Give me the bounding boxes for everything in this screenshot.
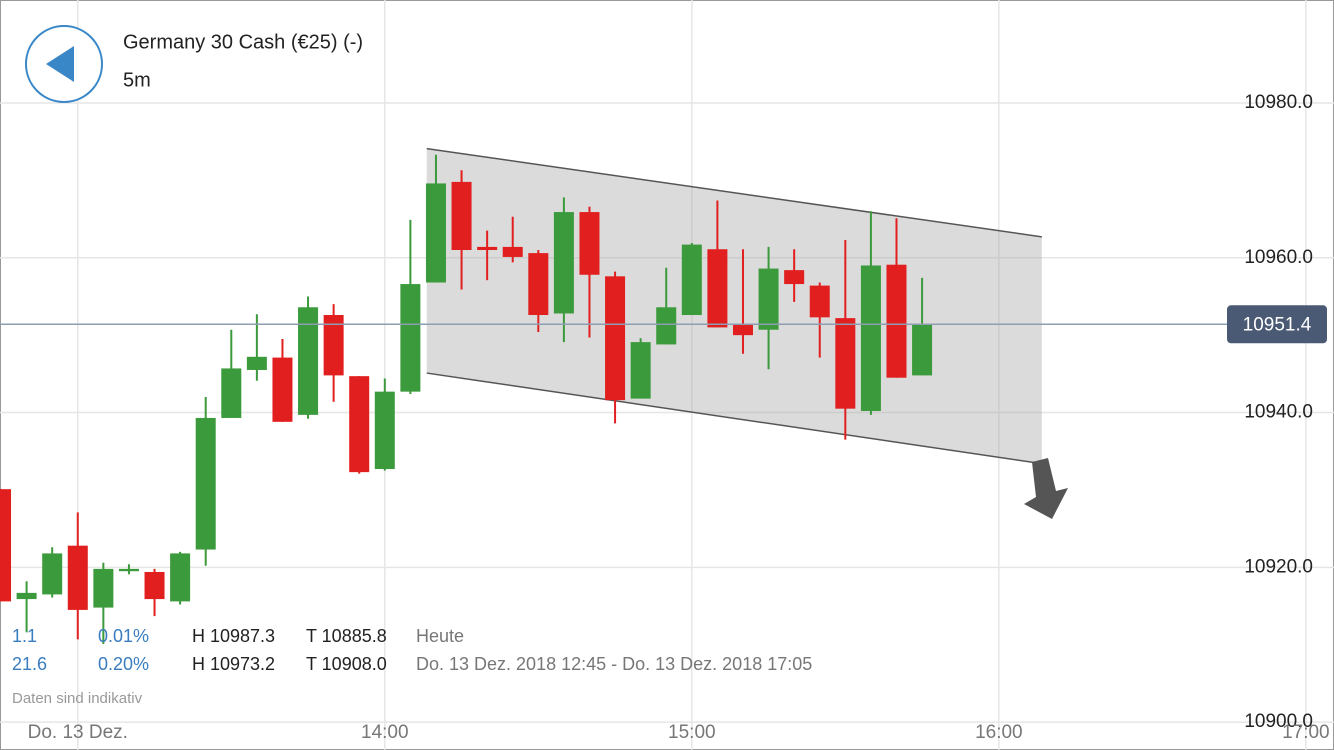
y-tick-label: 10960.0	[1244, 247, 1313, 268]
candle-body	[374, 391, 395, 470]
y-tick-label: 10920.0	[1244, 556, 1313, 577]
stat-text: T 10885.8	[306, 626, 387, 646]
candle-body	[425, 183, 446, 283]
candle-body	[528, 253, 549, 316]
candle-body	[93, 568, 114, 608]
stat-text: 21.6	[12, 654, 47, 674]
back-icon	[46, 46, 74, 82]
last-price-badge	[1227, 305, 1327, 344]
stat-text: Heute	[416, 626, 464, 646]
candle-body	[886, 264, 907, 378]
candle-body	[221, 368, 242, 418]
candles	[0, 154, 933, 644]
stat-text: 1.1	[12, 626, 37, 646]
candle-body	[246, 356, 267, 370]
y-tick-label: 10980.0	[1244, 92, 1313, 113]
x-tick-label: 15:00	[668, 722, 716, 743]
candle-body	[272, 357, 293, 422]
candle-body	[579, 212, 600, 275]
stat-text: Do. 13 Dez. 2018 12:45 - Do. 13 Dez. 201…	[416, 654, 812, 674]
x-tick-label: 17:00	[1282, 722, 1330, 743]
x-tick-label: Do. 13 Dez.	[28, 722, 128, 743]
candle-body	[170, 553, 191, 602]
candle-body	[758, 268, 779, 330]
chart-subtitle: 5m	[123, 69, 151, 91]
candle-body	[118, 568, 139, 572]
stats: 1.1 0.01% H 10987.3 T 10885.8 Heute 21.6 0.20%…	[12, 626, 812, 674]
chart-title: Germany 30 Cash (€25) (-)	[123, 31, 363, 53]
candle-body	[809, 285, 830, 318]
candle-body	[298, 307, 319, 415]
candle-body	[144, 571, 165, 600]
candle-body	[553, 212, 574, 314]
candle-body	[784, 270, 805, 285]
trend-arrow	[1024, 458, 1068, 519]
candle-body	[67, 545, 88, 610]
candle-body	[0, 489, 12, 602]
candle-body	[656, 307, 677, 345]
stat-text: 0.20%	[98, 654, 149, 674]
candle-body	[400, 284, 421, 392]
candle-body	[860, 265, 881, 411]
x-tick-label: 14:00	[361, 722, 409, 743]
y-tick-label: 10940.0	[1244, 402, 1313, 423]
stat-text: T 10908.0	[306, 654, 387, 674]
candle-body	[630, 342, 651, 399]
candle-body	[732, 323, 753, 336]
channel-line	[426, 372, 1042, 465]
candle-body	[195, 417, 216, 550]
stat-text: H 10987.3	[192, 626, 275, 646]
candle-body	[502, 246, 523, 257]
note: Daten sind indikativ	[12, 690, 143, 707]
x-tick-label: 16:00	[975, 722, 1023, 743]
candle-body	[477, 246, 498, 250]
candle-body	[605, 276, 626, 401]
stat-text: 0.01%	[98, 626, 149, 646]
candle-body	[707, 249, 728, 328]
candle-body	[16, 592, 37, 600]
candle-body	[912, 324, 933, 376]
candle-body	[42, 553, 63, 595]
y-tick-label: 10900.0	[1244, 711, 1313, 732]
last-price-label: 10951.4	[1243, 314, 1312, 335]
candle-body	[681, 244, 702, 316]
candle-body	[349, 376, 370, 473]
channel-line	[426, 147, 1042, 238]
candle-body	[451, 181, 472, 250]
stat-text: H 10973.2	[192, 654, 275, 674]
candle-body	[835, 318, 856, 409]
candle-body	[323, 315, 344, 376]
